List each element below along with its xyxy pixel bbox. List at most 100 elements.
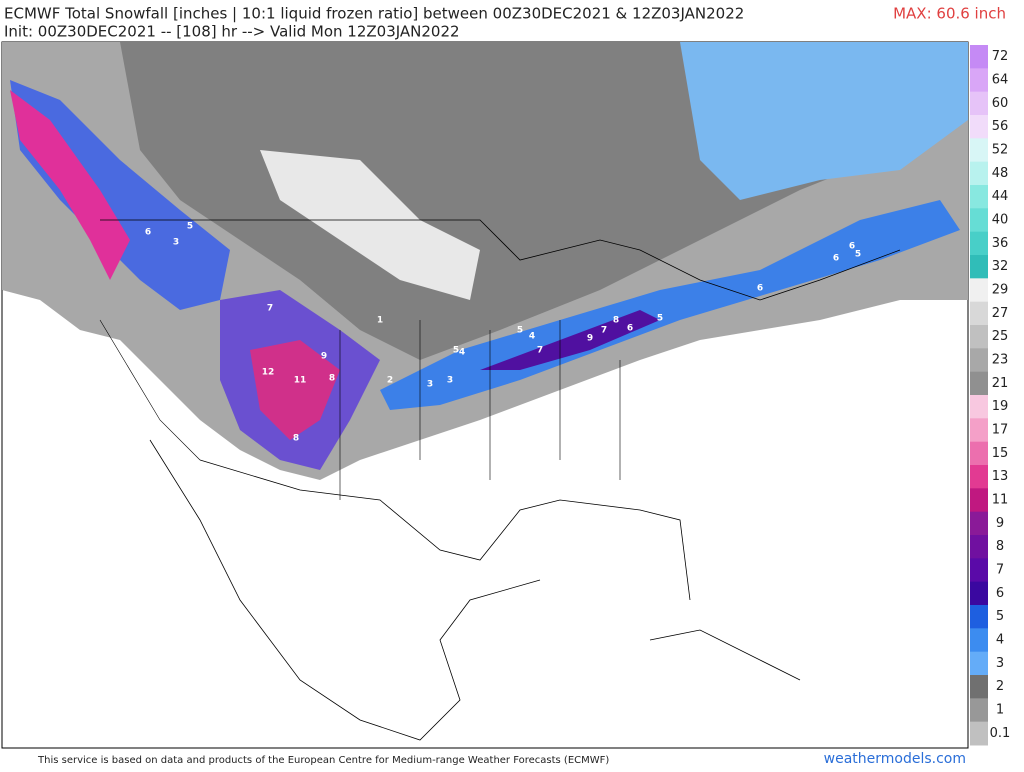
map-label: 6 <box>833 254 839 264</box>
colorbar-label: 8 <box>996 539 1004 554</box>
colorbar-swatch <box>970 581 988 606</box>
map-label: 6 <box>627 324 633 334</box>
colorbar-swatch <box>970 278 988 303</box>
site: weathermodels.com <box>824 751 966 767</box>
colorbar-label: 13 <box>992 469 1009 484</box>
colorbar-label: 0.1 <box>990 726 1011 741</box>
colorbar-label: 32 <box>992 259 1009 274</box>
colorbar-label: 36 <box>992 236 1009 251</box>
colorbar-label: 60 <box>992 96 1009 111</box>
colorbar-swatch <box>970 68 988 93</box>
colorbar-swatch <box>970 185 988 209</box>
map-label: 12 <box>262 368 275 378</box>
colorbar-swatch <box>970 651 988 676</box>
map-label: 5 <box>855 250 861 260</box>
colorbar-swatch <box>970 511 988 536</box>
colorbar-label: 1 <box>996 703 1004 718</box>
colorbar-swatch <box>970 535 988 559</box>
border-mexico <box>149 439 541 741</box>
colorbar-label: 56 <box>992 119 1009 134</box>
subtitle: Init: 00Z30DEC2021 -- [108] hr --> Valid… <box>4 23 460 41</box>
map-label: 7 <box>601 326 607 336</box>
colorbar-swatch <box>970 325 988 349</box>
title: ECMWF Total Snowfall [inches | 10:1 liqu… <box>4 5 744 23</box>
max-label: MAX: 60.6 inch <box>893 5 1006 23</box>
map-label: 5 <box>517 326 523 336</box>
map-label: 8 <box>293 434 299 444</box>
snow-blue-ne <box>680 42 968 200</box>
map-label: 3 <box>173 238 179 248</box>
colorbar-label: 48 <box>992 166 1009 181</box>
colorbar-swatch <box>970 371 988 396</box>
colorbar-label: 4 <box>996 633 1004 648</box>
colorbar-swatch <box>970 161 988 186</box>
colorbar-swatch <box>970 301 988 326</box>
colorbar-swatch <box>970 628 988 653</box>
colorbar-label: 19 <box>992 399 1009 414</box>
colorbar-label: 72 <box>992 49 1009 64</box>
colorbar-swatch <box>970 115 988 139</box>
map-label: 9 <box>321 352 327 362</box>
colorbar-label: 5 <box>996 609 1004 624</box>
colorbar-label: 29 <box>992 283 1009 298</box>
map-label: 6 <box>757 284 763 294</box>
map-label: 6 <box>145 228 151 238</box>
colorbar-swatch <box>970 465 988 489</box>
colorbar-swatch <box>970 231 988 256</box>
map-label: 2 <box>387 376 393 386</box>
colorbar-swatch <box>970 488 988 513</box>
colorbar-label: 17 <box>992 423 1009 438</box>
map <box>1 41 969 749</box>
map-label: 4 <box>529 332 535 342</box>
colorbar-label: 44 <box>992 189 1009 204</box>
colorbar-label: 21 <box>992 376 1009 391</box>
snow-band-core <box>480 310 660 370</box>
colorbar-label: 27 <box>992 306 1009 321</box>
colorbar-swatch <box>970 698 988 723</box>
map-label: 5 <box>453 346 459 356</box>
colorbar-label: 23 <box>992 353 1009 368</box>
state-lines <box>99 319 621 500</box>
colorbar-label: 40 <box>992 213 1009 228</box>
colorbar-swatch <box>970 675 988 699</box>
colorbar-swatch <box>970 208 988 233</box>
colorbar-swatch <box>970 348 988 373</box>
colorbar-swatch <box>970 721 988 746</box>
map-label: 3 <box>447 376 453 386</box>
map-label: 9 <box>587 334 593 344</box>
colorbar-label: 52 <box>992 143 1009 158</box>
colorbar-swatch <box>970 605 988 629</box>
map-label: 6 <box>849 242 855 252</box>
colorbar-swatch <box>970 45 988 69</box>
map-label: 5 <box>187 222 193 232</box>
colorbar-swatch <box>970 255 988 279</box>
snow-nw <box>10 80 230 310</box>
colorbar-label: 11 <box>992 493 1009 508</box>
snow-nw-core <box>10 90 130 280</box>
colorbar-swatch <box>970 418 988 443</box>
colorbar-label: 3 <box>996 656 1004 671</box>
colorbar-label: 15 <box>992 446 1009 461</box>
map-label: 8 <box>329 374 335 384</box>
map-label: 5 <box>657 314 663 324</box>
colorbar-swatch <box>970 91 988 116</box>
colorbar: 7264605652484440363229272523211917151311… <box>970 45 1010 746</box>
map-label: 11 <box>294 376 307 386</box>
map-label: 8 <box>613 316 619 326</box>
map-label: 1 <box>377 316 383 326</box>
colorbar-swatch <box>970 395 988 419</box>
snow-rockies-core <box>250 340 340 440</box>
map-label: 7 <box>267 304 273 314</box>
caribbean <box>649 629 801 681</box>
border-canada <box>100 219 901 301</box>
map-label: 4 <box>459 348 465 358</box>
colorbar-label: 2 <box>996 679 1004 694</box>
snow-thin <box>260 150 480 300</box>
footer: This service is based on data and produc… <box>37 755 609 766</box>
colorbar-swatch <box>970 138 988 163</box>
colorbar-swatch <box>970 441 988 466</box>
colorbar-label: 9 <box>996 516 1004 531</box>
map-label: 7 <box>537 346 543 356</box>
